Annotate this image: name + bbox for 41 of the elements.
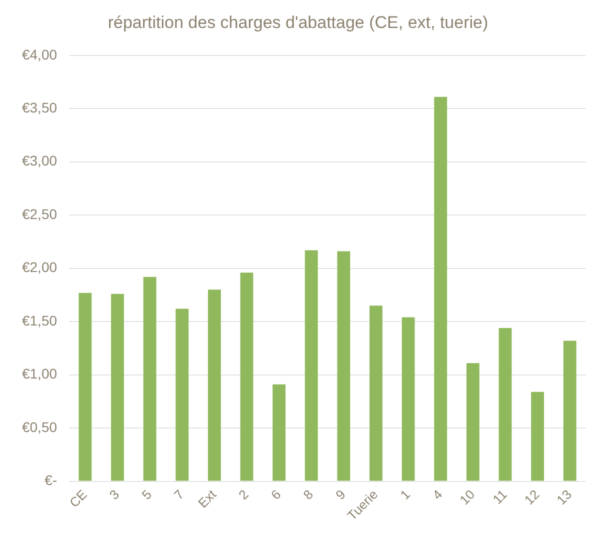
x-tick-label: 13 bbox=[554, 486, 574, 508]
x-tick-label: 8 bbox=[300, 486, 316, 503]
x-tick-label: 6 bbox=[268, 486, 284, 503]
y-tick-label: €3,50 bbox=[22, 99, 58, 116]
y-tick-label: €1,00 bbox=[22, 366, 58, 382]
bar bbox=[498, 328, 512, 481]
y-tick-label: €2,50 bbox=[22, 206, 58, 222]
bar bbox=[208, 290, 221, 481]
x-tick-label: 3 bbox=[106, 486, 122, 503]
x-tick-label: 1 bbox=[397, 486, 413, 503]
y-tick-label: €1,50 bbox=[22, 312, 58, 328]
x-tick-label: 12 bbox=[521, 486, 542, 508]
bar bbox=[176, 308, 189, 481]
bar bbox=[434, 96, 448, 481]
bar bbox=[272, 384, 286, 481]
bar bbox=[304, 250, 318, 481]
x-tick-label: 9 bbox=[332, 486, 348, 503]
bar bbox=[143, 276, 156, 481]
bar bbox=[563, 340, 576, 481]
x-tick-label: CE bbox=[66, 486, 90, 510]
x-tick-label: 2 bbox=[236, 486, 252, 503]
bar bbox=[78, 292, 92, 481]
x-tick-label: 4 bbox=[430, 486, 446, 503]
y-tick-label: €- bbox=[44, 472, 58, 488]
bar bbox=[466, 363, 480, 481]
bar bbox=[240, 272, 254, 481]
y-tick-label: €4,00 bbox=[22, 46, 58, 62]
x-tick-label: 7 bbox=[171, 486, 187, 503]
x-tick-label: 5 bbox=[138, 486, 154, 503]
x-tick-label: Ext bbox=[195, 486, 220, 511]
bar bbox=[370, 306, 382, 481]
y-tick-label: €2,00 bbox=[22, 259, 58, 276]
y-tick-label: €0,50 bbox=[22, 418, 58, 435]
y-tick-label: €3,00 bbox=[22, 152, 58, 169]
bar bbox=[402, 317, 415, 481]
bar bbox=[531, 392, 544, 481]
x-tick-label: 10 bbox=[456, 486, 478, 508]
x-tick-label: 11 bbox=[490, 486, 510, 507]
chart-title: répartition des charges d'abattage (CE, ext, tuerie) bbox=[108, 12, 488, 32]
bar bbox=[337, 251, 350, 481]
bar bbox=[111, 294, 124, 481]
